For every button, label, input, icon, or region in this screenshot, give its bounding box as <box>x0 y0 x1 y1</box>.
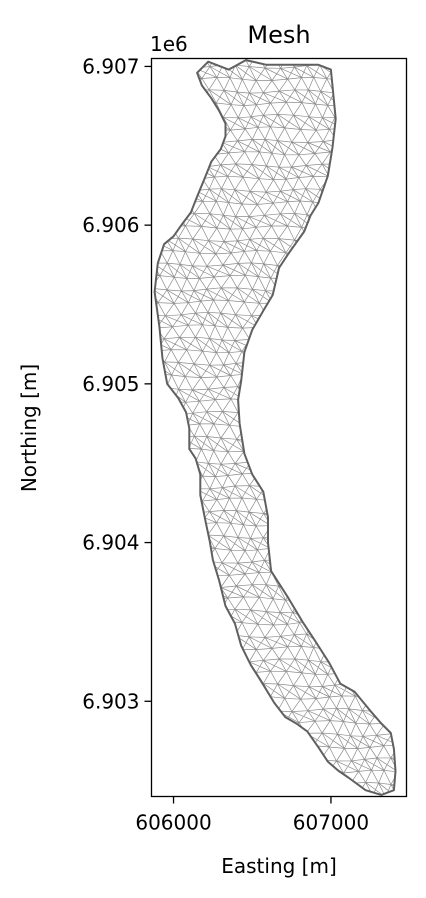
y-tick-label: 6.905 <box>82 372 139 396</box>
chart-title: Mesh <box>247 21 310 49</box>
y-tick-label: 6.904 <box>82 531 139 555</box>
y-axis-label: Northing [m] <box>17 364 41 492</box>
axes-frame <box>150 57 408 798</box>
y-tick-label: 6.903 <box>82 689 139 713</box>
x-tick-label: 606000 <box>135 811 211 835</box>
y-axis-ticks: 6.903 6.904 6.905 6.906 6.907 <box>82 54 152 713</box>
y-tick-label: 6.907 <box>82 54 139 78</box>
x-axis-label: Easting [m] <box>221 854 337 878</box>
x-tick-label: 607000 <box>293 811 369 835</box>
mesh-boundary <box>153 59 397 796</box>
x-axis-ticks: 606000 607000 <box>135 796 369 835</box>
y-tick-label: 6.906 <box>82 213 139 237</box>
y-offset-label: 1e6 <box>150 32 188 56</box>
